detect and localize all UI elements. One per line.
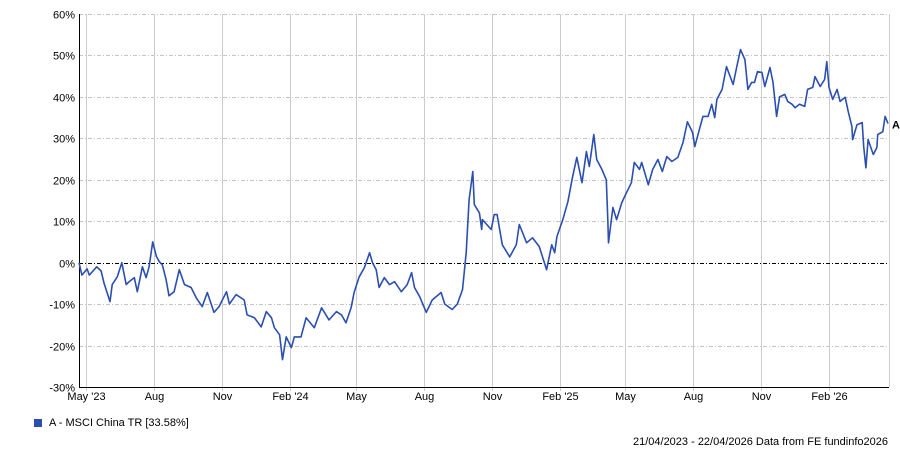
x-tick-label: Nov — [483, 391, 503, 403]
x-tick-label: Aug — [415, 391, 435, 403]
x-tick-label: May '23 — [67, 391, 105, 403]
y-tick-label: -10% — [49, 300, 75, 312]
y-tick-label: 0% — [59, 259, 75, 271]
x-tick-label: Feb '25 — [542, 391, 578, 403]
x-tick-label: Aug — [145, 391, 165, 403]
x-tick-label: May — [346, 391, 367, 403]
x-tick-label: Feb '24 — [272, 391, 308, 403]
y-tick-label: 40% — [53, 93, 75, 105]
y-tick-label: 50% — [53, 51, 75, 63]
series-line — [78, 48, 889, 361]
y-tick-label: 30% — [53, 134, 75, 146]
x-tick-label: Nov — [752, 391, 772, 403]
y-tick-label: -20% — [49, 342, 75, 354]
x-tick-label: May — [615, 391, 636, 403]
y-tick-label: 20% — [53, 176, 75, 188]
footer-source: 21/04/2023 - 22/04/2026 Data from FE fun… — [632, 436, 888, 448]
y-tick-label: -30% — [49, 383, 75, 395]
legend-label: A - MSCI China TR [33.58%] — [49, 417, 189, 429]
y-tick-label: 60% — [53, 10, 75, 22]
series-end-label: A — [892, 119, 900, 131]
legend: A - MSCI China TR [33.58%] — [34, 417, 189, 429]
x-tick-label: Feb '26 — [811, 391, 847, 403]
y-tick-label: 10% — [53, 217, 75, 229]
x-tick-label: Nov — [213, 391, 233, 403]
legend-swatch — [34, 419, 42, 427]
x-tick-label: Aug — [684, 391, 704, 403]
